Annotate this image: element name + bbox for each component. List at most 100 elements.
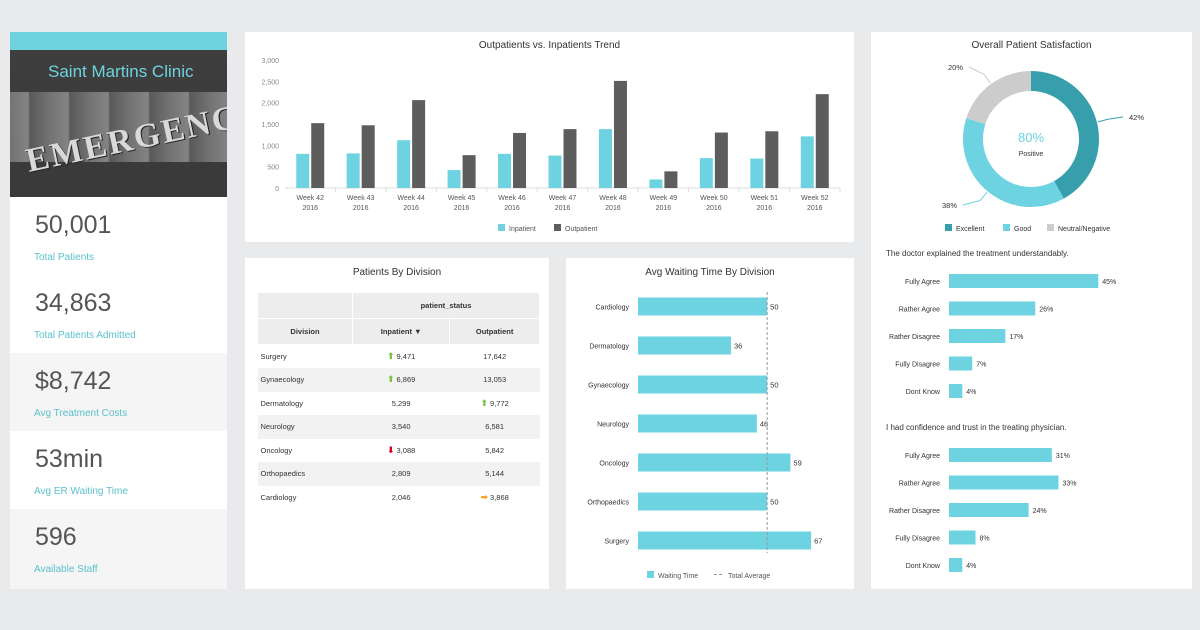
division-table-title: Patients By Division [352,267,442,278]
bar-inpatient[interactable] [397,140,411,188]
bar-waiting-time[interactable] [638,336,731,355]
trend-arrow-up-icon: ⬆ [480,397,489,408]
category-label: Rather Disagree [889,508,940,515]
bar-outpatient[interactable] [462,155,476,188]
category-label: Fully Disagree [895,362,940,369]
building-base [10,162,227,197]
y-tick-label: 1,500 [261,122,279,129]
survey-bar[interactable] [949,503,1029,517]
y-tick-label: 500 [267,165,279,172]
table-row[interactable]: Neurology 3,540 6,581 [257,415,540,439]
x-tick-label-year: 2016 [403,205,419,212]
column-header-division[interactable]: Division [257,318,353,345]
cell-value: 5,842 [485,445,505,455]
survey-bar[interactable] [949,448,1052,462]
slice-leader-line [962,200,981,206]
cell-division: Surgery [258,345,353,369]
cell-outpatient: 5,144 [449,462,540,486]
table-row[interactable]: Cardiology 2,046 ➡ 3,868 [258,486,540,510]
legend-label: Good [1014,226,1031,233]
cell-inpatient: 2,046 [353,486,450,510]
cell-division: Oncology [258,439,353,463]
bar-inpatient[interactable] [699,158,713,188]
bar-inpatient[interactable] [296,153,310,188]
cell-outpatient: 13,053 [449,368,540,392]
column-header-inpatient[interactable]: Inpatient ▼ [351,318,451,345]
donut-slice-neutral-negative[interactable] [966,71,1031,125]
survey-bar[interactable] [949,356,973,371]
bar-outpatient[interactable] [664,171,678,188]
x-tick-label: Week 45 [448,195,476,202]
bar-inpatient[interactable] [346,153,360,188]
x-tick-label-year: 2016 [555,205,571,212]
bar-inpatient[interactable] [598,129,612,188]
bar-waiting-time[interactable] [638,453,791,472]
kpi-label: Total Patients Admitted [34,330,136,341]
bar-outpatient[interactable] [412,100,426,188]
kpi-label: Avg ER Waiting Time [34,486,128,497]
bar-waiting-time[interactable] [638,492,768,511]
survey-bar[interactable] [949,301,1036,316]
trend-arrow-up-icon: ⬆ [386,374,395,385]
table-row[interactable]: Oncology ⬇ 3,088 5,842 [258,439,540,463]
cell-value: 2,046 [391,492,411,502]
x-tick-label-year: 2016 [454,205,470,212]
kpi-total-admitted: 34,863 Total Patients Admitted [10,275,227,353]
bar-inpatient[interactable] [498,153,512,188]
bar-inpatient[interactable] [548,155,562,188]
cell-division: Gynaecology [257,368,353,392]
clinic-header-image: EMERGENCY Saint Martins Clinic [10,32,227,197]
category-label: Rather Disagree [889,334,940,341]
survey-bar[interactable] [949,475,1059,490]
cell-inpatient: 2,809 [352,462,450,486]
table-row[interactable]: Gynaecology ⬆ 6,869 13,053 [257,368,540,392]
bar-outpatient[interactable] [311,123,325,188]
bar-outpatient[interactable] [513,132,527,188]
survey-bar[interactable] [949,329,1006,343]
x-tick-label-year: 2016 [504,205,520,212]
cell-inpatient: ⬆ 9,471 [353,345,450,369]
division-table-body: Surgery ⬆ 9,471 17,642 Gynaecology ⬆ 6,869 13,0… [257,345,540,510]
kpi-avg-er-waiting: 53min Avg ER Waiting Time [10,431,227,509]
category-label: Rather Agree [899,481,940,488]
bar-outpatient[interactable] [361,125,375,188]
bar-waiting-time[interactable] [638,375,768,394]
cell-inpatient: ⬇ 3,088 [353,439,450,463]
bar-inpatient[interactable] [750,158,764,188]
bar-outpatient[interactable] [765,131,779,188]
bar-outpatient[interactable] [613,80,627,188]
bar-outpatient[interactable] [563,129,577,188]
bar-inpatient[interactable] [800,136,814,188]
y-tick-label: 2,000 [261,101,279,108]
x-tick-label-year: 2016 [807,205,823,212]
bar-value-label: 8% [980,536,990,543]
legend-swatch-inpatient [498,224,505,231]
bar-value-label: 26% [1039,307,1053,314]
x-tick-label-year: 2016 [706,205,722,212]
bar-outpatient[interactable] [714,132,728,188]
x-tick-label: Week 44 [397,195,425,202]
donut-slice-excellent[interactable] [1031,71,1099,199]
survey-bar[interactable] [949,274,1099,288]
cell-outpatient: 5,842 [450,439,540,463]
x-tick-label: Week 49 [650,195,678,202]
table-row[interactable]: Dermatology 5,299 ⬆ 9,772 [258,392,540,416]
bar-value-label: 7% [976,362,986,369]
bar-waiting-time[interactable] [638,531,812,550]
bar-value-label: 33% [1062,481,1076,488]
table-row[interactable]: Surgery ⬆ 9,471 17,642 [258,345,540,369]
donut-slice-good[interactable] [963,117,1064,207]
cell-division: Neurology [257,415,353,439]
survey-bar[interactable] [949,384,963,398]
survey-bar[interactable] [949,530,976,545]
bar-waiting-time[interactable] [638,297,768,316]
bar-waiting-time[interactable] [638,414,757,433]
table-row[interactable]: Orthopaedics 2,809 5,144 [257,462,540,486]
survey-bar[interactable] [949,558,963,572]
bar-inpatient[interactable] [649,179,663,188]
bar-inpatient[interactable] [447,170,461,188]
column-header-outpatient[interactable]: Outpatient [449,318,540,345]
y-tick-label: 2,500 [261,79,279,86]
group-header[interactable]: patient_status [352,292,540,319]
bar-outpatient[interactable] [815,94,829,188]
